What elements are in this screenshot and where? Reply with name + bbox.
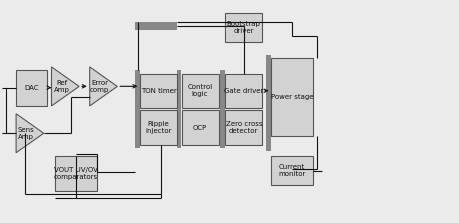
Bar [220,70,224,148]
Bar [135,22,176,30]
Text: Error
comp: Error comp [90,80,109,93]
Polygon shape [16,114,44,153]
Bar [55,156,96,191]
Text: Ref
Amp: Ref Amp [53,80,69,93]
Bar [16,70,47,106]
Bar [140,74,177,108]
Text: Power stage: Power stage [270,94,313,100]
Bar [266,55,270,151]
Text: Control
logic: Control logic [187,84,212,97]
Text: DAC: DAC [24,85,39,91]
Polygon shape [51,67,79,106]
Bar [225,74,262,108]
Bar [271,58,312,136]
Bar [181,110,218,145]
Text: Ripple
injector: Ripple injector [145,121,172,134]
Bar [225,110,262,145]
Polygon shape [90,67,117,106]
Bar [140,110,177,145]
Text: Sens
Amp: Sens Amp [17,127,34,140]
Text: Gate driver: Gate driver [224,88,263,94]
Text: OCP: OCP [193,125,207,131]
Text: VOUT UV/OV
comparators: VOUT UV/OV comparators [54,167,98,180]
Bar [135,70,140,148]
Text: Current
monitor: Current monitor [278,164,305,177]
Text: TON timer: TON timer [140,88,176,94]
Bar [181,74,218,108]
Text: Bootstrap
driver: Bootstrap driver [226,21,260,34]
Bar [225,13,262,42]
Text: Zero cross
detector: Zero cross detector [225,121,262,134]
Bar [271,156,312,185]
Bar [176,70,181,148]
